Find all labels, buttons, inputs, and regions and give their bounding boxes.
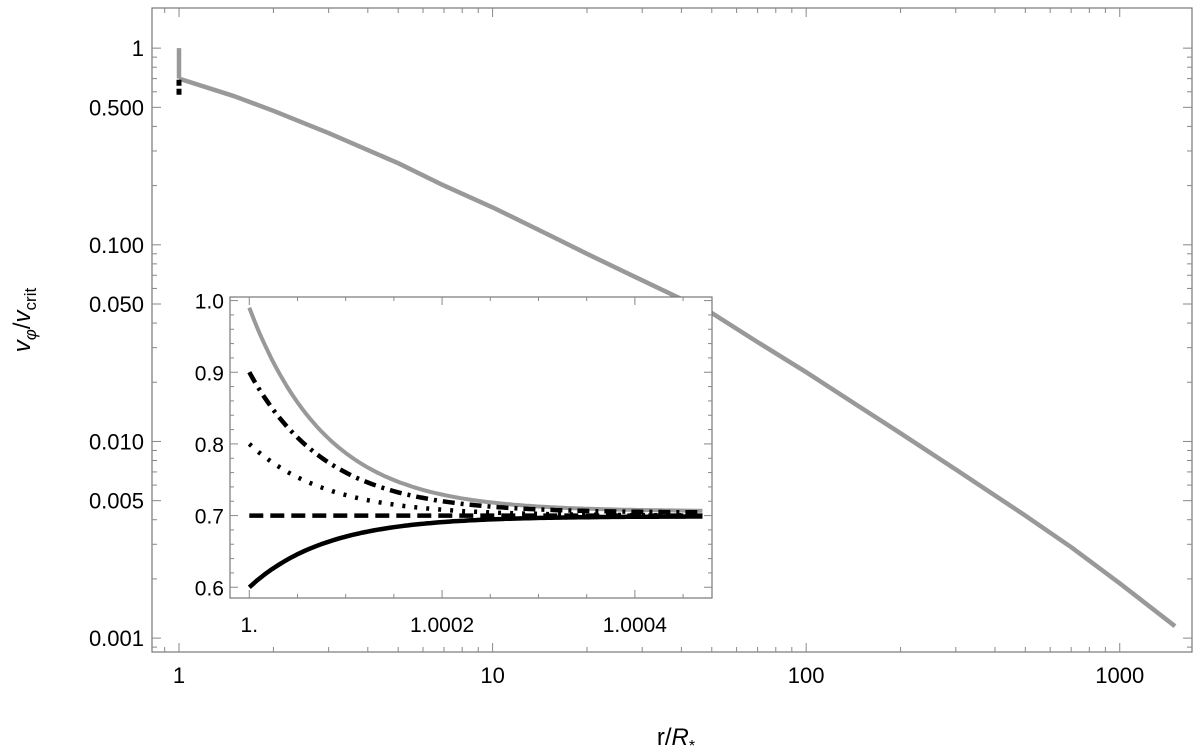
inset-series-line-dashdot: [247, 371, 703, 515]
y-tick-label: 0.050: [89, 292, 144, 317]
y-tick-label: 0.500: [89, 95, 144, 120]
x-tick-label: 1: [173, 663, 185, 688]
y-tick-label: 0.001: [89, 626, 144, 651]
inset-x-tick-label: 1.0004: [603, 614, 668, 637]
inset-series-line-solid: [247, 514, 703, 589]
inset-y-tick-label: 0.7: [195, 506, 224, 529]
y-tick-label: 0.100: [89, 233, 144, 258]
x-tick-label: 10: [480, 663, 504, 688]
x-tick-label: 100: [788, 663, 825, 688]
y-tick-label: 0.010: [89, 429, 144, 454]
x-axis-label-r: r/: [657, 724, 672, 751]
inset-y-tick-label: 1.0: [195, 291, 224, 314]
inset-y-tick-label: 0.9: [195, 362, 224, 385]
inset-x-tick-label: 1.: [241, 614, 259, 637]
inset-series-line-solid: [247, 306, 703, 513]
x-tick-label: 1000: [1095, 663, 1144, 688]
inset-y-tick-label: 0.6: [195, 577, 224, 600]
y-axis-label: vφ/vcrit: [9, 288, 40, 353]
inset-plot: 1. 1.0002 1.0004 0.6 0.7 0.8 0.9 1.0: [195, 291, 713, 637]
inset-series-line-dotted: [247, 442, 703, 518]
axis-labels: r/R* vφ/vcrit: [9, 288, 695, 754]
inset-y-tick-label: 0.8: [195, 434, 224, 457]
x-axis-label: r/R*: [657, 724, 695, 754]
y-tick-label: 0.005: [89, 489, 144, 514]
main-plot: 1 10 100 1000 1 0.500 0.100 0.050 0.010 0.005 0.00…: [89, 7, 1193, 688]
y-tick-label: 1: [132, 36, 144, 61]
main-plot-frame: [151, 7, 1193, 653]
inset-x-tick-label: 1.0002: [410, 614, 474, 637]
